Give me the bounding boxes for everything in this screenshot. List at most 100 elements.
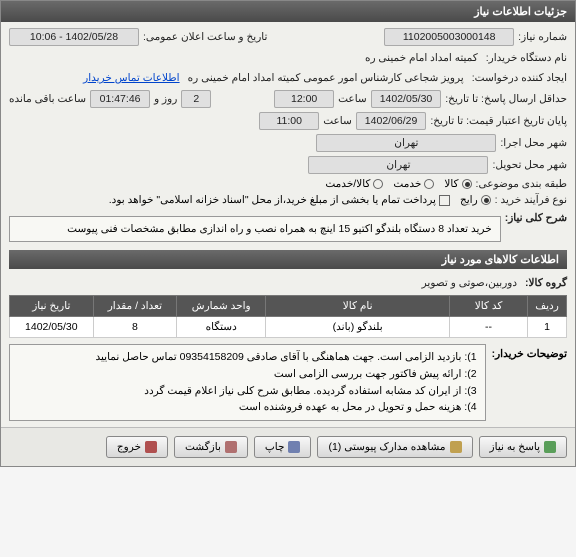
table-column-header: تعداد / مقدار (93, 296, 177, 317)
saat-label-1: ساعت (338, 93, 367, 105)
panel-body: شماره نیاز: 1102005003000148 تاریخ و ساع… (1, 22, 575, 427)
button-bar: پاسخ به نیاز مشاهده مدارک پیوستی (1) چاپ… (1, 427, 575, 466)
public-announce-label: تاریخ و ساعت اعلان عمومی: (143, 31, 267, 43)
reply-icon (544, 441, 556, 453)
city-delivery-value: تهران (308, 156, 488, 174)
checkbox-treasury[interactable]: پرداخت تمام یا بخشی از مبلغ خرید،از محل … (109, 194, 450, 206)
row-niaz-number: شماره نیاز: 1102005003000148 تاریخ و ساع… (9, 28, 567, 46)
table-cell: 1402/05/30 (10, 317, 94, 338)
attachments-label: مشاهده مدارک پیوستی (1) (328, 441, 445, 453)
deadline-label: حداقل ارسال پاسخ: تا تاریخ: (445, 93, 567, 105)
validity-date: 1402/06/29 (356, 112, 427, 130)
radio-dot-icon (462, 179, 472, 189)
radio-dot-icon (424, 179, 434, 189)
rooz-va-label: روز و (154, 93, 177, 105)
row-city-service: شهر محل اجرا: تهران (9, 134, 567, 152)
table-row: 1--بلندگو (باند)دستگاه81402/05/30 (10, 317, 567, 338)
requester-label: ایجاد کننده درخواست: (472, 72, 567, 84)
desc-text: خرید تعداد 8 دستگاه بلندگو اکتیو 15 اینچ… (9, 216, 501, 242)
table-column-header: تاریخ نیاز (10, 296, 94, 317)
process-label: نوع فرآیند خرید : (495, 194, 567, 206)
radio-other-label: پرداخت تمام یا بخشی از مبلغ خرید،از محل … (109, 194, 436, 206)
row-city-delivery: شهر محل تحویل: تهران (9, 156, 567, 174)
radio-rayej-label: رایج (460, 194, 478, 206)
back-button[interactable]: بازگشت (174, 436, 248, 458)
note-line: 2): ارائه پیش فاکتور جهت بررسی الزامی اس… (18, 366, 477, 383)
row-requester: ایجاد کننده درخواست: پرویز شجاعی کارشناس… (9, 70, 567, 86)
group-label: گروه کالا: (525, 277, 567, 289)
public-announce-value: 1402/05/28 - 10:06 (9, 28, 139, 46)
radio-kala[interactable]: کالا (444, 178, 471, 190)
table-header: ردیفکد کالانام کالاواحد شمارشتعداد / مقد… (10, 296, 567, 317)
radio-kalakhadmat-label: کالا/خدمت (325, 178, 370, 190)
city-service-value: تهران (316, 134, 496, 152)
requester-value: پرویز شجاعی کارشناس امور عمومی کمیته امد… (184, 70, 468, 86)
reply-button[interactable]: پاسخ به نیاز (479, 436, 567, 458)
exit-icon (145, 441, 157, 453)
details-panel: جزئیات اطلاعات نیاز شماره نیاز: 11020050… (0, 0, 576, 467)
table-column-header: واحد شمارش (177, 296, 266, 317)
panel-title: جزئیات اطلاعات نیاز (1, 1, 575, 22)
back-icon (225, 441, 237, 453)
table-column-header: ردیف (528, 296, 567, 317)
radio-dot-icon (373, 179, 383, 189)
attachments-button[interactable]: مشاهده مدارک پیوستی (1) (317, 436, 472, 458)
deadline-time: 12:00 (274, 90, 334, 108)
row-buyer-device: نام دستگاه خریدار: کمیته امداد امام خمین… (9, 50, 567, 66)
remaining-time: 01:47:46 (90, 90, 150, 108)
exit-button[interactable]: خروج (106, 436, 168, 458)
print-icon (288, 441, 300, 453)
table-cell: دستگاه (177, 317, 266, 338)
row-description: شرح کلی نیاز: خرید تعداد 8 دستگاه بلندگو… (9, 212, 567, 246)
reply-label: پاسخ به نیاز (490, 441, 540, 453)
validity-time: 11:00 (259, 112, 319, 130)
buyer-device-value: کمیته امداد امام خمینی ره (361, 50, 482, 66)
buyer-device-label: نام دستگاه خریدار: (486, 52, 567, 64)
items-table: ردیفکد کالانام کالاواحد شمارشتعداد / مقد… (9, 295, 567, 338)
print-button[interactable]: چاپ (254, 436, 312, 458)
radio-khadmat[interactable]: خدمت (393, 178, 434, 190)
table-column-header: کد کالا (450, 296, 528, 317)
remaining-label: ساعت باقی مانده (9, 93, 86, 105)
table-cell: بلندگو (باند) (266, 317, 450, 338)
contact-info-link[interactable]: اطلاعات تماس خریدار (83, 72, 179, 84)
niaz-number-label: شماره نیاز: (518, 31, 567, 43)
table-cell: -- (450, 317, 528, 338)
note-line: 4): هزینه حمل و تحویل در محل به عهده فرو… (18, 399, 477, 416)
radio-khadmat-label: خدمت (393, 178, 421, 190)
process-radio-group: رایج پرداخت تمام یا بخشی از مبلغ خرید،از… (109, 194, 491, 206)
row-buyer-notes: توضیحات خریدار: 1): بازدید الزامی است. ج… (9, 344, 567, 421)
budget-label: طبقه بندی موضوعی: (476, 178, 567, 190)
niaz-number-value: 1102005003000148 (384, 28, 514, 46)
exit-label: خروج (117, 441, 141, 453)
attachment-icon (450, 441, 462, 453)
table-body: 1--بلندگو (باند)دستگاه81402/05/30 (10, 317, 567, 338)
row-validity: پایان تاریخ اعتبار قیمت: تا تاریخ: 1402/… (9, 112, 567, 130)
checkbox-icon (439, 195, 450, 206)
table-cell: 1 (528, 317, 567, 338)
radio-kalakhadmat[interactable]: کالا/خدمت (325, 178, 383, 190)
radio-kala-label: کالا (444, 178, 458, 190)
deadline-date: 1402/05/30 (371, 90, 442, 108)
notes-label: توضیحات خریدار: (492, 344, 567, 360)
row-process: نوع فرآیند خرید : رایج پرداخت تمام یا بخ… (9, 194, 567, 206)
row-deadline: حداقل ارسال پاسخ: تا تاریخ: 1402/05/30 س… (9, 90, 567, 108)
radio-rayej[interactable]: رایج (460, 194, 491, 206)
city-delivery-label: شهر محل تحویل: (492, 159, 567, 171)
radio-dot-icon (481, 195, 491, 205)
validity-label: پایان تاریخ اعتبار قیمت: تا تاریخ: (430, 115, 567, 127)
note-line: 1): بازدید الزامی است. جهت هماهنگی با آق… (18, 349, 477, 366)
budget-radio-group: کالا خدمت کالا/خدمت (325, 178, 471, 190)
row-group: گروه کالا: دوربین،صوتی و تصویر (9, 275, 567, 291)
group-value: دوربین،صوتی و تصویر (418, 275, 521, 291)
note-line: 3): از ایران کد مشابه استفاده گردیده. مط… (18, 383, 477, 400)
desc-label: شرح کلی نیاز: (505, 212, 567, 224)
buyer-notes: 1): بازدید الزامی است. جهت هماهنگی با آق… (9, 344, 486, 421)
days-remaining: 2 (181, 90, 211, 108)
back-label: بازگشت (185, 441, 221, 453)
table-cell: 8 (93, 317, 177, 338)
city-service-label: شهر محل اجرا: (500, 137, 567, 149)
items-header: اطلاعات کالاهای مورد نیاز (9, 250, 567, 269)
table-column-header: نام کالا (266, 296, 450, 317)
saat-label-2: ساعت (323, 115, 352, 127)
